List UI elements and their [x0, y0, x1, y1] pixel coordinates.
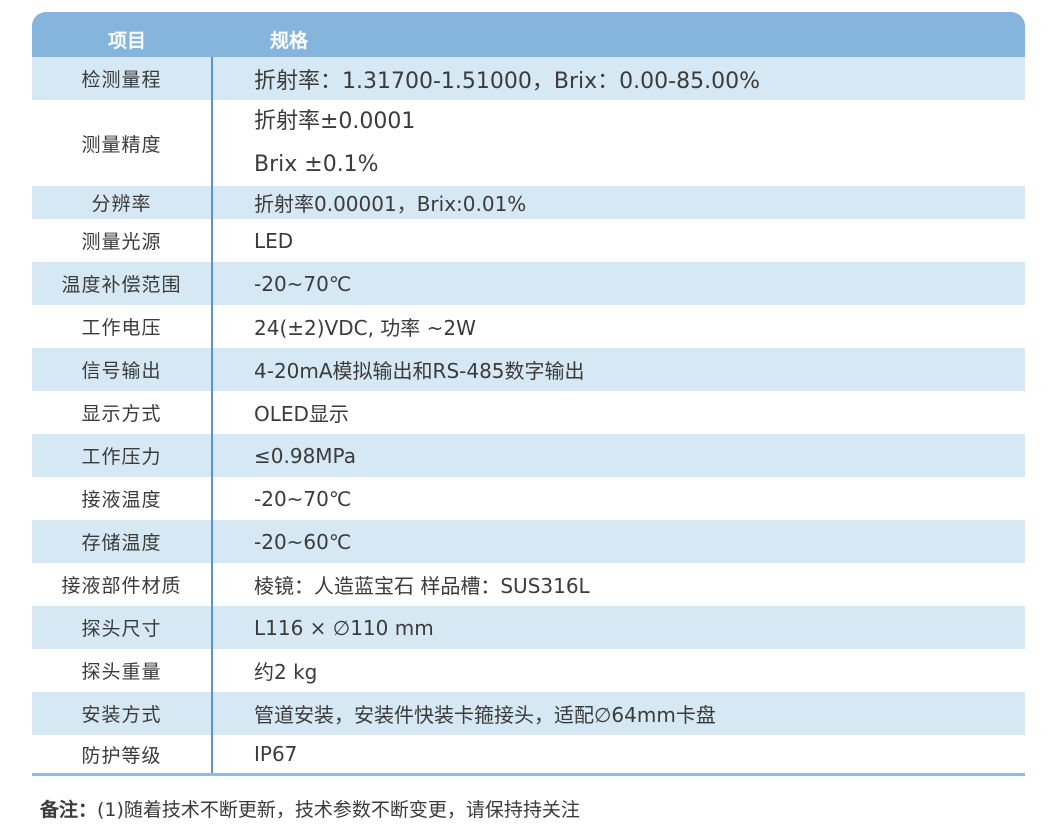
table-header: 项目 规格: [32, 12, 1025, 57]
footnote-text: (1)随着技术不断更新，技术参数不断变更，请保持持关注: [97, 799, 580, 821]
footnote: 备注：(1)随着技术不断更新，技术参数不断变更，请保持持关注: [40, 795, 580, 822]
row-label: 测量光源: [32, 219, 213, 262]
table-row: 探头尺寸 L116 × ∅110 mm: [32, 606, 1025, 649]
row-label: 探头尺寸: [32, 606, 213, 649]
table-row: 温度补偿范围 -20~70℃: [32, 262, 1025, 305]
row-label: 温度补偿范围: [32, 262, 213, 305]
table-row: 存储温度 -20~60℃: [32, 520, 1025, 563]
row-value: LED: [254, 228, 294, 253]
row-label: 分辨率: [32, 186, 213, 219]
table-row: 显示方式 OLED显示: [32, 391, 1025, 434]
table-row: 接液部件材质 棱镜：人造蓝宝石 样品槽：SUS316L: [32, 563, 1025, 606]
row-label: 工作压力: [32, 434, 213, 477]
row-value: IP67: [254, 742, 298, 766]
table-row: 工作电压 24(±2)VDC, 功率 ~2W: [32, 305, 1025, 348]
header-spec: 规格: [270, 30, 309, 52]
table-row: 测量光源 LED: [32, 219, 1025, 262]
table-row: 检测量程 折射率：1.31700-1.51000，Brix：0.00-85.00…: [32, 57, 1025, 100]
row-value: 4-20mA模拟输出和RS-485数字输出: [254, 359, 585, 383]
row-label: 检测量程: [32, 57, 213, 100]
table-bottom-rule: [32, 773, 1025, 776]
table-row: 分辨率 折射率0.00001，Brix:0.01%: [32, 186, 1025, 219]
row-value: ≤0.98MPa: [254, 443, 356, 468]
row-value: 折射率0.00001，Brix:0.01%: [254, 192, 527, 216]
row-value: 折射率±0.0001 Brix ±0.1%: [254, 100, 1025, 186]
row-value: L116 × ∅110 mm: [254, 615, 434, 640]
row-value: -20~70℃: [254, 271, 352, 296]
row-label: 安装方式: [32, 692, 213, 735]
row-value: 约2 kg: [254, 660, 318, 684]
row-label: 信号输出: [32, 348, 213, 391]
table-row: 探头重量 约2 kg: [32, 649, 1025, 692]
table-row: 工作压力 ≤0.98MPa: [32, 434, 1025, 477]
row-value: 管道安装，安装件快装卡箍接头，适配∅64mm卡盘: [254, 703, 716, 727]
table-row: 接液温度 -20~70℃: [32, 477, 1025, 520]
row-value: -20~60℃: [254, 529, 352, 554]
row-label: 探头重量: [32, 649, 213, 692]
table-row: 安装方式 管道安装，安装件快装卡箍接头，适配∅64mm卡盘: [32, 692, 1025, 735]
row-label: 接液部件材质: [32, 563, 213, 606]
row-label: 显示方式: [32, 391, 213, 434]
row-value: OLED显示: [254, 402, 349, 426]
table-row: 防护等级 IP67: [32, 735, 1025, 773]
row-value: 折射率：1.31700-1.51000，Brix：0.00-85.00%: [254, 68, 760, 94]
row-value-line: Brix ±0.1%: [254, 152, 379, 177]
table-row: 信号输出 4-20mA模拟输出和RS-485数字输出: [32, 348, 1025, 391]
row-label: 存储温度: [32, 520, 213, 563]
row-value: -20~70℃: [254, 486, 352, 511]
header-item: 项目: [108, 30, 147, 52]
row-label: 工作电压: [32, 305, 213, 348]
table-row: 测量精度 折射率±0.0001 Brix ±0.1%: [32, 100, 1025, 186]
row-value-line: 折射率±0.0001: [254, 109, 416, 134]
row-value: 棱镜：人造蓝宝石 样品槽：SUS316L: [254, 574, 590, 598]
row-label: 测量精度: [32, 100, 213, 186]
row-label: 接液温度: [32, 477, 213, 520]
row-value: 24(±2)VDC, 功率 ~2W: [254, 316, 476, 340]
spec-table: 项目 规格 检测量程 折射率：1.31700-1.51000，Brix：0.00…: [32, 12, 1025, 776]
row-label: 防护等级: [32, 735, 213, 773]
footnote-prefix: 备注：: [40, 799, 98, 821]
